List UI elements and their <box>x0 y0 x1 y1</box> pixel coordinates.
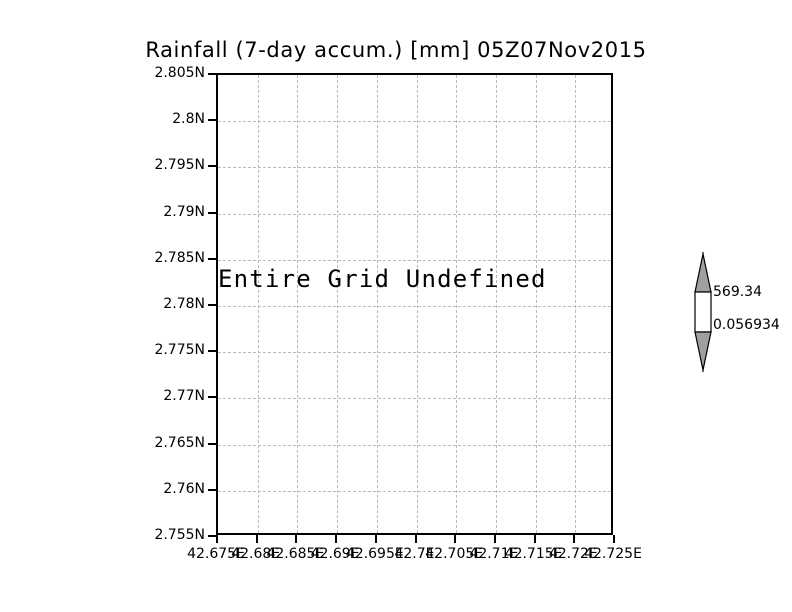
y-axis-tick-label: 2.785N <box>154 249 205 266</box>
y-axis-tick <box>208 165 216 168</box>
y-axis-tick-label: 2.76N <box>163 480 205 497</box>
x-axis-tick-label: 42.705E <box>425 546 484 562</box>
y-axis-tick <box>208 73 216 75</box>
chart-title: Rainfall (7-day accum.) [mm] 05Z07Nov201… <box>145 38 647 62</box>
y-axis-tick <box>208 257 216 260</box>
y-axis-tick <box>208 350 216 353</box>
colorbar-band <box>694 291 712 333</box>
y-axis-tick-label: 2.78N <box>163 296 205 312</box>
colorbar-legend <box>690 252 716 372</box>
gridline-vertical <box>575 75 577 533</box>
colorbar-max-arrow <box>694 253 712 293</box>
colorbar-max-label: 569.34 <box>713 284 762 300</box>
gridline-horizontal <box>218 398 611 400</box>
colorbar-shape <box>694 252 712 372</box>
x-axis-tick-label: 42.7E <box>394 546 435 562</box>
y-axis-tick-label: 2.755N <box>154 527 205 543</box>
gridline-vertical <box>495 75 497 533</box>
x-axis-tick-label: 42.68E <box>231 546 281 562</box>
y-axis-tick-label: 2.79N <box>163 203 205 220</box>
gridline-horizontal <box>218 213 611 215</box>
y-axis-tick-label: 2.8N <box>172 111 205 128</box>
x-axis-tick-label: 42.695E <box>345 546 404 562</box>
x-axis-tick <box>493 535 496 543</box>
x-axis-tick <box>613 535 615 543</box>
gridline-horizontal <box>218 444 611 446</box>
x-axis-tick <box>533 535 536 543</box>
x-axis-tick-label: 42.72E <box>548 546 598 562</box>
gridline-vertical <box>257 75 259 533</box>
x-axis-tick-label: 42.675E <box>187 546 245 562</box>
gridline-horizontal <box>218 490 611 492</box>
y-axis-tick <box>208 119 216 122</box>
y-axis-tick <box>208 304 216 306</box>
y-axis-tick <box>208 488 216 491</box>
gridline-vertical <box>337 75 339 533</box>
gridline-horizontal <box>218 167 611 169</box>
y-axis-tick-label: 2.77N <box>163 388 205 405</box>
grid-undefined-message: Entire Grid Undefined <box>218 265 547 293</box>
x-axis-tick <box>573 535 576 543</box>
x-axis-tick-label: 42.71E <box>469 546 519 562</box>
y-axis-labels: 2.805N 2.8N 2.795N 2.79N 2.785N 2.78N 2.775N 2.… <box>130 0 205 612</box>
x-axis-tick <box>454 535 457 543</box>
colorbar-min-arrow <box>694 331 712 371</box>
x-axis-tick-label: 42.725E <box>584 546 642 562</box>
x-axis-tick <box>335 535 338 543</box>
x-axis-tick <box>295 535 298 543</box>
colorbar-min-label: 0.056934 <box>713 317 780 333</box>
y-axis-tick-label: 2.805N <box>154 65 205 81</box>
y-axis-tick <box>208 211 216 214</box>
x-axis-tick-label: 42.715E <box>504 546 563 562</box>
x-axis-tick <box>255 535 258 543</box>
plot-gridlines <box>218 75 611 533</box>
gridline-horizontal <box>218 259 611 261</box>
y-axis-tick <box>208 442 216 445</box>
gridline-vertical <box>376 75 378 533</box>
y-axis-tick-label: 2.765N <box>154 434 205 451</box>
gridline-vertical <box>535 75 537 533</box>
gridline-horizontal <box>218 352 611 354</box>
y-axis-tick-label: 2.775N <box>154 342 205 359</box>
x-axis-tick <box>414 535 417 543</box>
gridline-horizontal <box>218 121 611 123</box>
y-axis-tick <box>208 396 216 399</box>
y-axis-tick-label: 2.795N <box>154 157 205 174</box>
gridline-vertical <box>416 75 418 533</box>
x-axis-tick <box>216 535 218 543</box>
gridline-horizontal <box>218 306 611 307</box>
gridline-vertical <box>297 75 299 533</box>
x-axis-tick <box>374 535 377 543</box>
x-axis-tick-label: 42.685E <box>266 546 325 562</box>
gridline-vertical <box>456 75 458 533</box>
plot-area <box>216 73 613 535</box>
y-axis-tick <box>208 535 216 537</box>
x-axis-tick-label: 42.69E <box>310 546 360 562</box>
